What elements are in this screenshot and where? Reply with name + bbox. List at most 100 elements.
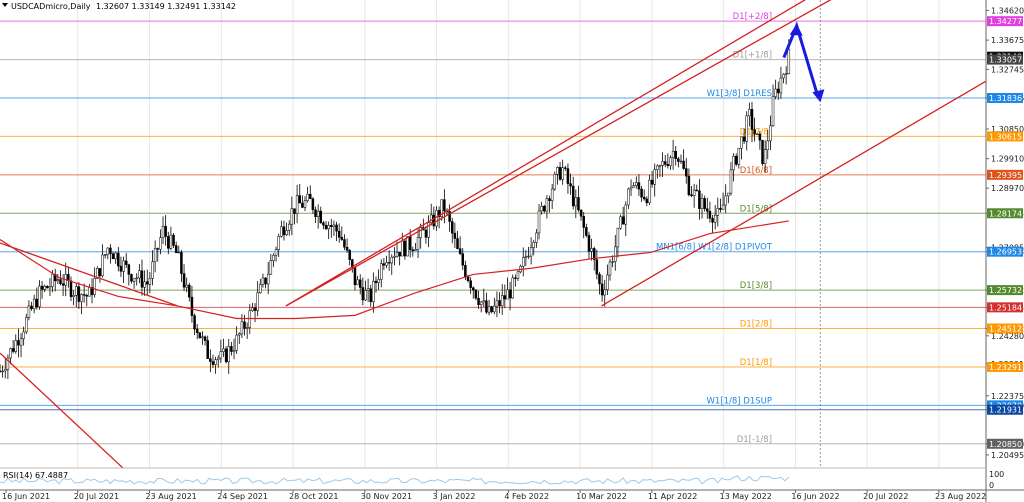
- candle-body: [661, 161, 664, 166]
- candle-body: [27, 305, 31, 318]
- candle: [556, 166, 559, 185]
- candle: [224, 346, 228, 364]
- candle-body: [369, 288, 372, 303]
- candle-body: [653, 169, 656, 185]
- candle: [590, 238, 593, 261]
- candle-body: [301, 202, 304, 208]
- candle: [101, 244, 104, 278]
- candle-body: [17, 340, 20, 346]
- candle: [156, 247, 160, 262]
- candle: [429, 203, 433, 226]
- candle-body: [408, 236, 412, 251]
- candle-body: [508, 289, 512, 299]
- price-tag-bg: [987, 361, 1023, 372]
- candle-body: [524, 256, 528, 258]
- candle: [450, 217, 454, 244]
- candle: [648, 174, 651, 206]
- candle: [61, 274, 65, 297]
- candle: [577, 185, 580, 213]
- candle-body: [543, 205, 546, 212]
- candle: [280, 220, 283, 238]
- candle: [777, 81, 780, 100]
- candle: [653, 163, 656, 197]
- dropdown-icon[interactable]: [2, 3, 8, 7]
- candle: [677, 156, 680, 168]
- candle: [424, 225, 428, 244]
- candle-body: [432, 214, 436, 227]
- candle-body: [458, 248, 462, 254]
- candle-body: [330, 225, 333, 227]
- candle: [103, 253, 107, 259]
- candle-body: [406, 236, 409, 257]
- candle-body: [48, 286, 52, 289]
- candle-body: [734, 155, 738, 165]
- candle-body: [119, 265, 123, 272]
- level-label: W1[3/8] D1RES: [707, 89, 772, 99]
- candle: [558, 162, 562, 181]
- candle-body: [721, 204, 725, 210]
- candle-body: [487, 306, 491, 313]
- candle-body: [145, 281, 149, 285]
- candle: [219, 339, 223, 363]
- candle-body: [230, 346, 233, 352]
- candle-body: [635, 182, 638, 186]
- candle: [635, 176, 638, 189]
- price-tag-text: 1.25732: [989, 286, 1022, 295]
- candle-body: [608, 261, 612, 276]
- candle-body: [190, 296, 194, 316]
- candle: [114, 251, 117, 264]
- candle-body: [685, 168, 688, 177]
- candle: [335, 221, 338, 241]
- price-tag: 1.20850: [987, 438, 1023, 449]
- candle: [742, 128, 746, 144]
- candle: [332, 220, 336, 237]
- candle: [72, 290, 75, 306]
- price-tick-label: 1.33675: [991, 36, 1024, 45]
- candle: [19, 333, 23, 358]
- candle: [690, 186, 693, 198]
- candle-body: [737, 147, 741, 165]
- price-tag-text: 1.26953: [989, 248, 1022, 257]
- candle: [574, 189, 578, 219]
- candle: [203, 335, 207, 346]
- candle-body: [629, 186, 633, 190]
- price-tag-bg: [987, 246, 1023, 257]
- candle-body: [677, 158, 680, 162]
- candle: [298, 184, 301, 204]
- candle-body: [545, 198, 549, 212]
- candle-body: [132, 278, 136, 282]
- candle: [119, 256, 123, 278]
- header: USDCADmicro,Daily 1.32607 1.33149 1.3249…: [2, 2, 236, 11]
- candle-body: [193, 315, 196, 330]
- candle-body: [779, 77, 783, 94]
- candle-body: [227, 346, 231, 363]
- candle: [527, 246, 530, 259]
- candle-body: [782, 73, 785, 79]
- candle: [322, 220, 325, 230]
- candle: [585, 223, 588, 238]
- candle: [132, 278, 136, 289]
- candle-body: [248, 310, 252, 328]
- candle-body: [616, 227, 620, 248]
- candle-body: [272, 254, 275, 261]
- candle-body: [264, 277, 267, 285]
- candle-body: [398, 251, 401, 257]
- candle-body: [259, 284, 262, 294]
- candle: [611, 255, 614, 268]
- price-tag: 1.23291: [987, 361, 1023, 372]
- candle-body: [713, 215, 717, 223]
- candle-body: [261, 277, 265, 285]
- candle-body: [745, 115, 748, 142]
- candle: [169, 226, 173, 251]
- candle-body: [464, 264, 467, 278]
- price-tag: 1.33057: [987, 54, 1023, 65]
- candle: [43, 284, 46, 293]
- time-label: 11 Apr 2022: [648, 492, 697, 501]
- candle-body: [592, 248, 596, 260]
- level-label: D1[+1/8]: [733, 51, 772, 61]
- candle-body: [482, 300, 486, 303]
- price-tag-text: 1.21931: [989, 406, 1022, 415]
- candle-body: [14, 340, 18, 352]
- candle-body: [80, 294, 83, 302]
